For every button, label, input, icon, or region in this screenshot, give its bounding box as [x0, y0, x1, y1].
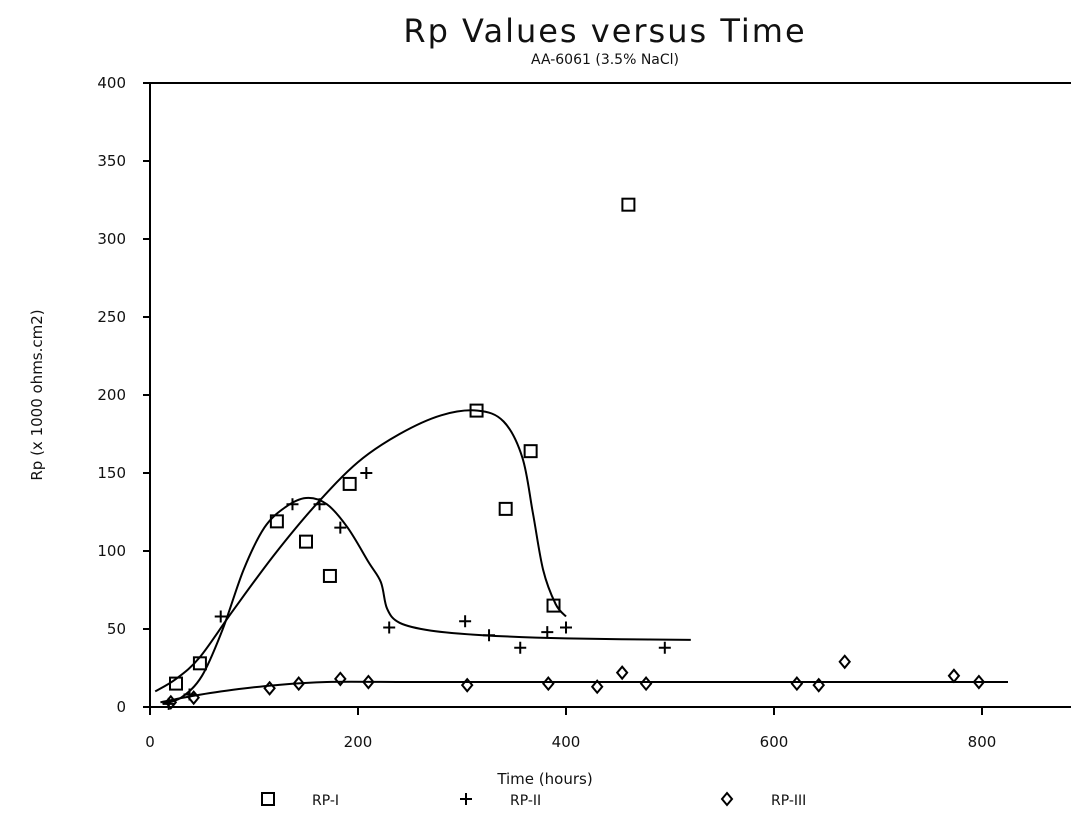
- point-rp-ii: [360, 467, 373, 479]
- legend-label-rp-iii: RP-III: [771, 793, 806, 809]
- point-rp-ii: [334, 521, 347, 534]
- point-rp-iii: [164, 694, 178, 710]
- x-tick-label: 200: [344, 733, 373, 751]
- point-rp-ii: [459, 615, 472, 628]
- point-rp-i: [469, 403, 484, 418]
- point-rp-i: [192, 656, 207, 671]
- point-rp-iii: [460, 677, 474, 693]
- point-rp-iii: [590, 679, 604, 695]
- point-rp-ii: [383, 621, 396, 634]
- y-axis-label: Rp (x 1000 ohms.cm2): [28, 309, 46, 480]
- y-tick-label: 150: [97, 464, 126, 482]
- point-rp-i: [498, 501, 513, 516]
- legend-marker-rp-i: [261, 792, 275, 806]
- point-rp-ii: [313, 498, 326, 511]
- point-rp-ii: [214, 610, 227, 623]
- point-rp-i: [299, 534, 313, 549]
- point-rp-ii: [658, 641, 671, 654]
- point-rp-iii: [334, 671, 347, 687]
- point-rp-iii: [838, 654, 852, 670]
- x-axis-label: Time (hours): [496, 770, 592, 788]
- point-rp-iii: [812, 677, 826, 693]
- fit-curves: [154, 409, 1008, 705]
- y-tick-label: 400: [97, 74, 126, 92]
- point-rp-iii: [972, 674, 986, 690]
- point-rp-iii: [292, 676, 306, 692]
- fit-curve-rp-iii: [160, 680, 1008, 704]
- y-tick-label: 200: [97, 386, 126, 404]
- legend-marker-rp-ii: [460, 793, 472, 805]
- point-rp-iii: [790, 676, 804, 692]
- chart-title: Rp Values versus Time: [403, 12, 806, 50]
- legend-marker-rp-iii: [720, 791, 734, 807]
- x-tick-label: 0: [145, 733, 155, 751]
- x-tick-label: 400: [552, 733, 581, 751]
- point-rp-ii: [483, 629, 496, 642]
- point-rp-i: [269, 514, 284, 529]
- fit-curve-rp-i: [154, 409, 567, 693]
- point-rp-i: [546, 598, 561, 613]
- point-rp-iii: [639, 676, 653, 692]
- axes: 0 50 100 150 200 250 300 350 400 0 200 400 600 800: [97, 74, 1071, 751]
- point-rp-iii: [187, 690, 200, 706]
- y-tick-label: 100: [97, 542, 126, 560]
- point-rp-ii: [286, 498, 299, 511]
- point-rp-iii: [362, 674, 375, 690]
- x-tick-label: 600: [760, 733, 789, 751]
- legend: RP-I RP-II RP-III: [261, 791, 806, 809]
- y-tick-label: 350: [97, 152, 126, 170]
- legend-label-rp-ii: RP-II: [510, 793, 541, 809]
- point-rp-iii: [615, 665, 629, 681]
- point-rp-ii: [541, 626, 554, 639]
- point-rp-ii: [514, 641, 527, 654]
- y-tick-label: 250: [97, 308, 126, 326]
- point-rp-i: [342, 476, 357, 491]
- y-tick-label: 50: [107, 620, 126, 638]
- chart-subtitle: AA-6061 (3.5% NaCl): [531, 52, 679, 68]
- fit-curve-rp-ii: [162, 496, 691, 705]
- point-rp-i: [169, 676, 183, 691]
- point-rp-i: [322, 568, 337, 583]
- point-rp-iii: [542, 676, 555, 692]
- point-rp-i: [621, 197, 636, 212]
- point-rp-iii: [263, 680, 276, 696]
- point-rp-iii: [947, 668, 961, 684]
- x-tick-label: 800: [968, 733, 997, 751]
- y-tick-label: 300: [97, 230, 126, 248]
- y-tick-label: 0: [116, 698, 126, 716]
- point-rp-i: [523, 444, 538, 459]
- point-rp-ii: [560, 621, 572, 634]
- data-markers: [162, 197, 986, 710]
- legend-label-rp-i: RP-I: [312, 793, 339, 809]
